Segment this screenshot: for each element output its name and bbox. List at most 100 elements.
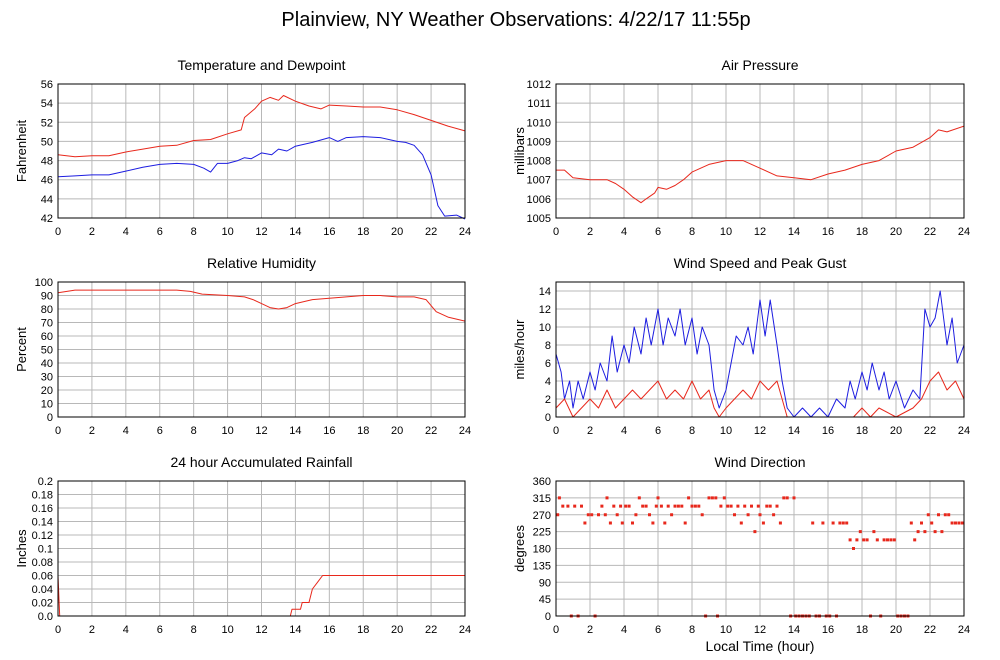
direction-point xyxy=(862,538,866,542)
rain-title: 24 hour Accumulated Rainfall xyxy=(170,454,352,470)
humidity-x-tick-label: 8 xyxy=(191,425,197,437)
direction-point xyxy=(637,496,641,500)
pressure-chart: 0 2 4 6 8 10 12 14 16 18 20 22 241005100610071008100… xyxy=(512,57,970,238)
direction-point xyxy=(627,504,631,508)
direction-point xyxy=(676,504,680,508)
direction-chart: 0 2 4 6 8 10 12 14 16 18 20 22 240459013518022527031… xyxy=(512,454,970,636)
humidity-y-tick-label: 50 xyxy=(41,345,53,357)
pressure-x-tick-label: 6 xyxy=(655,226,661,238)
direction-point xyxy=(782,496,786,500)
direction-point xyxy=(670,513,674,517)
humidity-y-tick-label: 30 xyxy=(41,372,53,384)
direction-point xyxy=(583,521,587,525)
rain-y-tick-label: 0.1 xyxy=(38,544,53,556)
temp-x-tick-label: 20 xyxy=(391,226,403,238)
wind-y-tick-label: 14 xyxy=(539,286,551,298)
direction-point xyxy=(923,530,927,534)
pressure-x-tick-label: 2 xyxy=(587,226,593,238)
wind-y-tick-label: 2 xyxy=(545,394,551,406)
wind-x-tick-label: 0 xyxy=(553,425,559,437)
rain-y-tick-label: 0.06 xyxy=(32,571,53,583)
direction-point xyxy=(933,530,937,534)
direction-y-axis-title: degrees xyxy=(512,525,527,572)
temp-series-line-red xyxy=(57,95,466,158)
direction-point xyxy=(785,496,789,500)
direction-point xyxy=(821,521,825,525)
wind-y-tick-label: 6 xyxy=(545,358,551,370)
direction-point xyxy=(886,538,889,542)
pressure-x-tick-label: 10 xyxy=(720,226,732,238)
wind-y-tick-label: 0 xyxy=(545,412,551,424)
humidity-x-tick-label: 10 xyxy=(221,425,233,437)
pressure-x-tick-label: 16 xyxy=(822,226,834,238)
direction-point xyxy=(700,513,704,517)
direction-point xyxy=(693,504,697,508)
humidity-x-tick-label: 4 xyxy=(123,425,129,437)
direction-point xyxy=(624,504,628,508)
humidity-x-tick-label: 0 xyxy=(55,425,61,437)
direction-point xyxy=(557,496,561,500)
pressure-title: Air Pressure xyxy=(721,57,798,73)
direction-point xyxy=(603,513,607,517)
temp-x-tick-label: 4 xyxy=(123,226,129,238)
direction-point xyxy=(683,521,687,525)
rain-y-tick-label: 0.12 xyxy=(32,530,53,542)
direction-point xyxy=(556,513,560,517)
pressure-y-tick-label: 1009 xyxy=(527,136,551,148)
direction-point xyxy=(733,513,736,517)
humidity-y-tick-label: 20 xyxy=(41,385,53,397)
direction-point xyxy=(739,521,743,525)
direction-x-tick-label: 24 xyxy=(958,624,970,636)
humidity-y-tick-label: 80 xyxy=(41,304,53,316)
temp-y-tick-label: 52 xyxy=(41,117,53,129)
direction-point xyxy=(954,521,957,525)
direction-point xyxy=(573,504,577,508)
direction-point xyxy=(937,513,940,517)
pressure-y-tick-label: 1008 xyxy=(527,156,551,168)
wind-x-tick-label: 18 xyxy=(856,425,868,437)
direction-point xyxy=(920,521,923,525)
pressure-x-tick-label: 12 xyxy=(754,226,766,238)
direction-point xyxy=(778,521,782,525)
temp-x-tick-label: 14 xyxy=(289,226,301,238)
direction-point xyxy=(916,530,920,534)
direction-point xyxy=(889,538,893,542)
direction-point xyxy=(634,513,638,517)
pressure-x-tick-label: 4 xyxy=(621,226,627,238)
direction-x-tick-label: 2 xyxy=(587,624,593,636)
direction-point xyxy=(848,538,852,542)
temp-x-tick-label: 24 xyxy=(459,226,471,238)
direction-title: Wind Direction xyxy=(714,454,805,470)
direction-point xyxy=(656,496,660,500)
page-title: Plainview, NY Weather Observations: 4/22… xyxy=(281,9,750,31)
wind-title: Wind Speed and Peak Gust xyxy=(674,255,847,271)
rain-x-tick-label: 0 xyxy=(55,624,61,636)
humidity-plot-frame xyxy=(57,281,466,418)
humidity-y-tick-label: 70 xyxy=(41,318,53,330)
rain-x-tick-label: 8 xyxy=(191,624,197,636)
temp-y-tick-label: 56 xyxy=(41,79,53,91)
humidity-y-tick-label: 40 xyxy=(41,358,53,370)
humidity-x-tick-label: 16 xyxy=(323,425,335,437)
rain-x-tick-label: 16 xyxy=(323,624,335,636)
rain-x-tick-label: 2 xyxy=(89,624,95,636)
direction-point xyxy=(909,521,913,525)
direction-point xyxy=(858,530,862,534)
direction-point xyxy=(761,521,765,525)
direction-point xyxy=(758,513,762,517)
humidity-x-tick-label: 18 xyxy=(357,425,369,437)
direction-point xyxy=(940,530,944,534)
humidity-y-tick-label: 90 xyxy=(41,291,53,303)
humidity-x-tick-label: 12 xyxy=(255,425,267,437)
direction-point xyxy=(710,496,714,500)
rain-x-tick-label: 4 xyxy=(123,624,129,636)
direction-x-tick-label: 6 xyxy=(655,624,661,636)
wind-x-tick-label: 22 xyxy=(924,425,936,437)
pressure-x-tick-label: 14 xyxy=(788,226,800,238)
pressure-x-tick-label: 0 xyxy=(553,226,559,238)
wind-x-tick-label: 8 xyxy=(689,425,695,437)
direction-point xyxy=(631,521,634,525)
direction-x-tick-label: 16 xyxy=(822,624,834,636)
direction-point xyxy=(654,504,658,508)
temp-x-tick-label: 8 xyxy=(191,226,197,238)
